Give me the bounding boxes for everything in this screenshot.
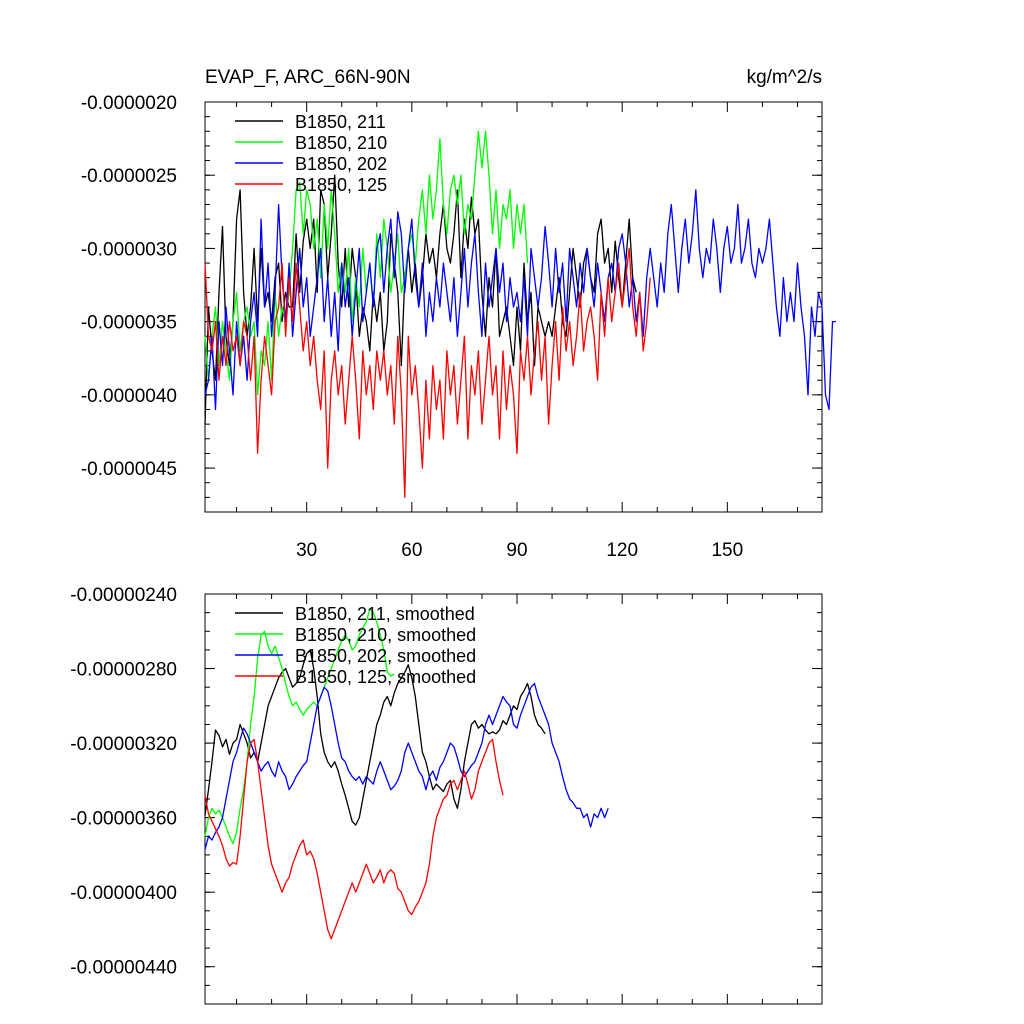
series-line-3 <box>204 189 836 411</box>
legend-label: B1850, 125 <box>295 175 387 195</box>
series-line-4 <box>204 738 504 940</box>
y-tick-label: -0.0000025 <box>81 166 177 187</box>
chart-title: EVAP_F, ARC_66N-90N <box>205 67 411 88</box>
legend-label: B1850, 202, smoothed <box>295 646 476 666</box>
legend-label: B1850, 211 <box>295 112 386 132</box>
legend-label: B1850, 125, smoothed <box>295 667 476 687</box>
y-tick-label: -0.0000035 <box>81 313 177 334</box>
y-tick-label: -0.00000240 <box>70 585 177 606</box>
series-line-2 <box>204 608 395 845</box>
legend-label: B1850, 210 <box>295 133 387 153</box>
legend-label: B1850, 202 <box>295 154 387 174</box>
panel-raw-timeseries: 30 60 90 120 150 -0.0000020 -0.0000025 -0.00000… <box>81 93 836 561</box>
x-tick-label: 90 <box>506 540 527 561</box>
series-line-3 <box>204 682 609 850</box>
series-line-1 <box>204 649 546 826</box>
y-tick-label: -0.00000360 <box>70 809 177 830</box>
legend-label: B1850, 211, smoothed <box>295 604 475 624</box>
series-line-4 <box>204 247 651 499</box>
x-tick-label: 30 <box>296 540 317 561</box>
y-tick-label: -0.0000040 <box>81 386 177 407</box>
y-tick-label: -0.00000280 <box>70 660 177 681</box>
y-tick-label: -0.00000440 <box>70 958 177 979</box>
x-tick-label: 60 <box>401 540 422 561</box>
x-tick-label: 120 <box>606 540 638 561</box>
y-tick-label: -0.00000320 <box>70 734 177 755</box>
y-tick-label: -0.0000045 <box>81 459 177 480</box>
y-tick-label: -0.0000020 <box>81 93 177 114</box>
legend-label: B1850, 210, smoothed <box>295 625 476 645</box>
x-tick-label: 150 <box>711 540 743 561</box>
y-tick-label: -0.00000400 <box>70 883 177 904</box>
units-label: kg/m^2/s <box>747 67 822 88</box>
y-tick-label: -0.0000030 <box>81 239 177 260</box>
panel-smoothed-timeseries: -0.00000240 -0.00000280 -0.00000320 -0.0000… <box>70 585 823 1005</box>
